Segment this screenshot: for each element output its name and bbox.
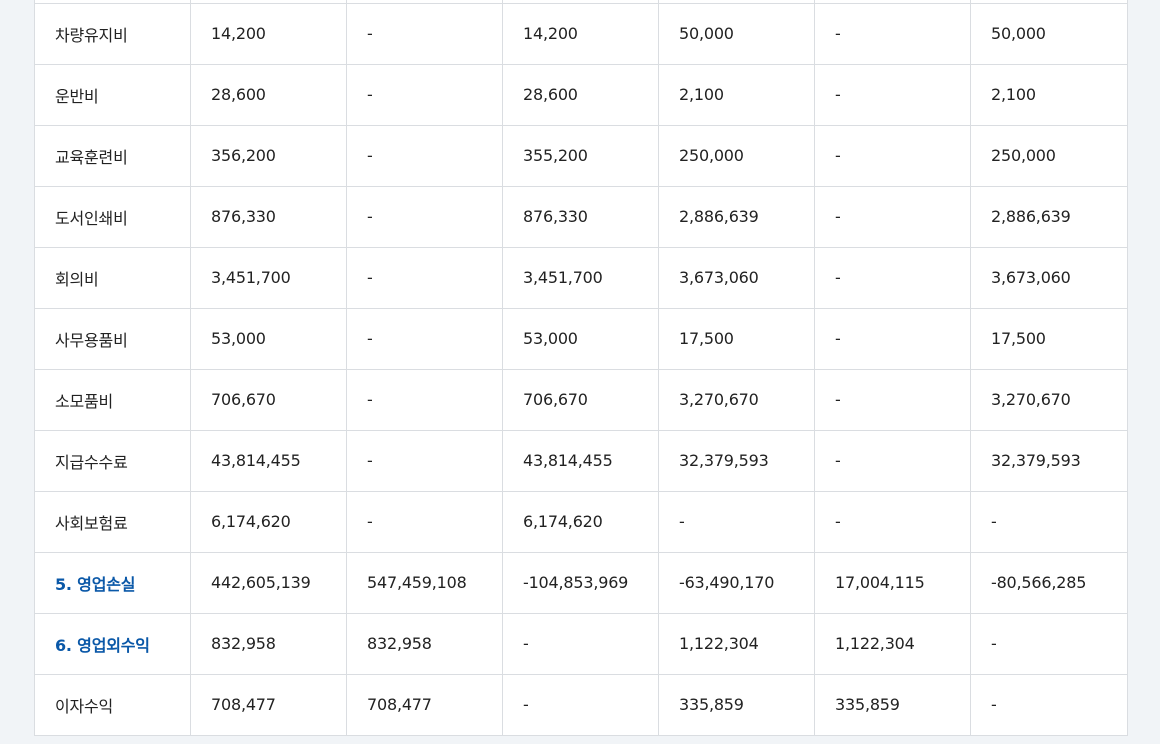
table-cell-value: 2,100: [970, 63, 1128, 126]
table-row: 교육훈련비 356,200-355,200 250,000-250,000: [34, 124, 1128, 187]
table-cell-value: -: [814, 307, 971, 370]
table-cell-value: 1,122,304: [814, 612, 971, 675]
table-cell-value: -: [814, 2, 971, 65]
table-row: 사회보험료 6,174,620-6,174,620- - -: [34, 490, 1128, 553]
table-cell-value: 14,200: [190, 2, 347, 65]
table-cell-value: 28,600: [190, 63, 347, 126]
table-cell-value: -: [346, 307, 503, 370]
table-cell-value: 250,000: [970, 124, 1128, 187]
table-cell-value: 547,459,108: [346, 551, 503, 614]
table-cell-value: 53,000: [190, 307, 347, 370]
table-cell-value: 2,886,639: [970, 185, 1128, 248]
row-label: 사회보험료: [34, 490, 191, 553]
table-cell-value: 706,670: [190, 368, 347, 431]
table-cell-value: 3,673,060: [658, 246, 815, 309]
table-cell-value: 43,814,455: [502, 429, 659, 492]
table-cell-value: -: [814, 124, 971, 187]
table-cell-value: -63,490,170: [658, 551, 815, 614]
table-cell-value: -: [814, 185, 971, 248]
table-cell-value: 3,451,700: [502, 246, 659, 309]
table-cell-value: 6,174,620: [190, 490, 347, 553]
table-cell-value: -: [346, 124, 503, 187]
table-cell-value: -: [346, 246, 503, 309]
table-row: 회의비 3,451,700-3,451,700 3,673,060-3,673,06…: [34, 246, 1128, 309]
row-label-section-heading: 6. 영업외수익: [34, 612, 191, 675]
financial-table-container: 차량유지비 14,200-14,200 50,000-50,000 운반비 28,600…: [34, 0, 1128, 736]
table-cell-value: 335,859: [814, 673, 971, 736]
table-row: 소모품비 706,670-706,670 3,270,670-3,270,670: [34, 368, 1128, 431]
table-cell-value: 876,330: [190, 185, 347, 248]
table-cell-value: -: [658, 490, 815, 553]
table-cell-value: 43,814,455: [190, 429, 347, 492]
table-cell-value: 3,451,700: [190, 246, 347, 309]
table-cell-value: 2,100: [658, 63, 815, 126]
table-row: 도서인쇄비 876,330-876,330 2,886,639-2,886,639: [34, 185, 1128, 248]
table-cell-value: 2,886,639: [658, 185, 815, 248]
table-row: 이자수익 708,477 708,477-335,859 335,859-: [34, 673, 1128, 736]
table-cell-value: 335,859: [658, 673, 815, 736]
table-cell-value: -: [970, 490, 1128, 553]
table-cell-value: 14,200: [502, 2, 659, 65]
table-cell-value: 876,330: [502, 185, 659, 248]
table-cell-value: -: [970, 673, 1128, 736]
financial-statement-table: 차량유지비 14,200-14,200 50,000-50,000 운반비 28,600…: [34, 0, 1128, 736]
table-cell-value: 250,000: [658, 124, 815, 187]
table-row: 6. 영업외수익 832,958 832,958-1,122,304 1,122,30…: [34, 612, 1128, 675]
row-label: 사무용품비: [34, 307, 191, 370]
table-cell-value: 708,477: [190, 673, 347, 736]
table-cell-value: 3,673,060: [970, 246, 1128, 309]
table-cell-value: -80,566,285: [970, 551, 1128, 614]
table-cell-value: 1,122,304: [658, 612, 815, 675]
table-row: 5. 영업손실 442,605,139 547,459,108 -104,853,96…: [34, 551, 1128, 614]
table-cell-value: 3,270,670: [658, 368, 815, 431]
table-cell-value: 708,477: [346, 673, 503, 736]
table-cell-value: -: [346, 185, 503, 248]
table-row: 사무용품비 53,000-53,000 17,500-17,500: [34, 307, 1128, 370]
table-cell-value: 355,200: [502, 124, 659, 187]
row-label: 도서인쇄비: [34, 185, 191, 248]
table-cell-value: -: [814, 368, 971, 431]
table-cell-value: -: [814, 63, 971, 126]
row-label: 교육훈련비: [34, 124, 191, 187]
table-cell-value: -: [814, 490, 971, 553]
table-cell-value: -: [346, 63, 503, 126]
table-cell-value: 832,958: [346, 612, 503, 675]
table-cell-value: -: [970, 612, 1128, 675]
row-label: 지급수수료: [34, 429, 191, 492]
table-cell-value: 50,000: [658, 2, 815, 65]
table-cell-value: 50,000: [970, 2, 1128, 65]
row-label: 소모품비: [34, 368, 191, 431]
table-cell-value: -: [814, 429, 971, 492]
table-cell-value: 17,500: [970, 307, 1128, 370]
table-cell-value: 832,958: [190, 612, 347, 675]
table-cell-value: 17,500: [658, 307, 815, 370]
table-row: 차량유지비 14,200-14,200 50,000-50,000: [34, 2, 1128, 65]
table-cell-value: 3,270,670: [970, 368, 1128, 431]
table-body: 차량유지비 14,200-14,200 50,000-50,000 운반비 28,600…: [34, 0, 1128, 736]
table-cell-value: 28,600: [502, 63, 659, 126]
table-cell-value: 32,379,593: [658, 429, 815, 492]
row-label: 차량유지비: [34, 2, 191, 65]
table-cell-value: 17,004,115: [814, 551, 971, 614]
table-row: 운반비 28,600-28,600 2,100-2,100: [34, 63, 1128, 126]
table-cell-value: -: [346, 2, 503, 65]
table-cell-value: 356,200: [190, 124, 347, 187]
table-cell-value: 442,605,139: [190, 551, 347, 614]
table-cell-value: -: [814, 246, 971, 309]
row-label: 운반비: [34, 63, 191, 126]
table-cell-value: -: [502, 673, 659, 736]
row-label-section-heading: 5. 영업손실: [34, 551, 191, 614]
table-cell-value: -: [502, 612, 659, 675]
table-cell-value: 32,379,593: [970, 429, 1128, 492]
table-row: 지급수수료 43,814,455-43,814,455 32,379,593-32,…: [34, 429, 1128, 492]
table-cell-value: 706,670: [502, 368, 659, 431]
table-cell-value: -: [346, 429, 503, 492]
table-cell-value: 53,000: [502, 307, 659, 370]
row-label: 이자수익: [34, 673, 191, 736]
row-label: 회의비: [34, 246, 191, 309]
table-cell-value: -104,853,969: [502, 551, 659, 614]
table-cell-value: -: [346, 490, 503, 553]
table-cell-value: -: [346, 368, 503, 431]
table-cell-value: 6,174,620: [502, 490, 659, 553]
